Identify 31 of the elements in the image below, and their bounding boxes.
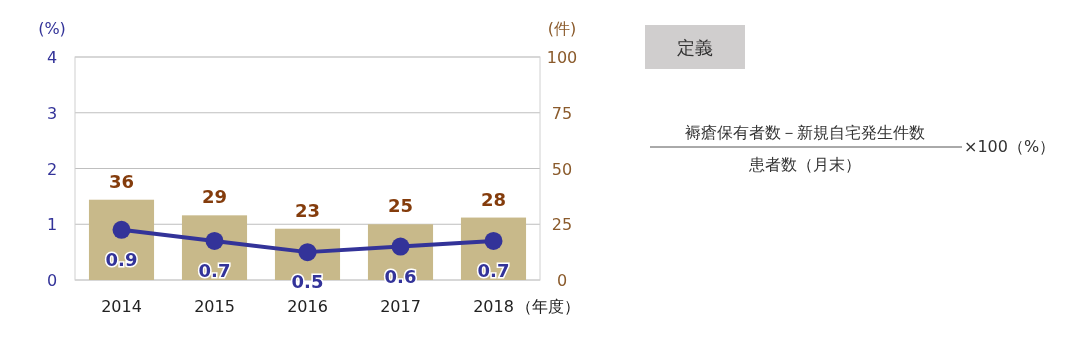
x-tick-label: 2017 — [380, 297, 421, 316]
text: ×100（%） — [964, 137, 1056, 156]
text: 患者数（月末） — [748, 155, 861, 174]
text: 褥瘡保有者数－新規自宅発生件数 — [685, 123, 925, 142]
data-label: 0.6 — [384, 265, 417, 287]
x-tick-label: 2014 — [101, 297, 142, 316]
y2-axis-title: (件) — [547, 19, 577, 38]
data-label: 0.7 — [198, 259, 231, 281]
data-label: 0.7 — [477, 259, 510, 281]
y-axis-title: (%) — [38, 19, 66, 38]
text: 定義 — [677, 37, 713, 58]
y2-tick-label: 0 — [556, 271, 568, 290]
x-tick-label: 2018 — [473, 297, 514, 316]
y-tick-label: 3 — [46, 103, 58, 123]
y-tick-label: 1 — [46, 215, 58, 235]
data-label: 28 — [480, 188, 507, 210]
y2-tick-label: 75 — [551, 103, 573, 123]
data-label: 0.9 — [105, 248, 138, 270]
x-axis-title: （年度） — [516, 297, 580, 316]
y2-tick-label: 50 — [551, 159, 573, 179]
data-label: 36 — [108, 170, 135, 192]
y2-tick-label: 25 — [551, 215, 573, 235]
y2-tick-label: 100 — [546, 48, 578, 67]
data-label: 23 — [294, 199, 321, 221]
y-tick-label: 4 — [46, 48, 58, 67]
data-label: 29 — [201, 186, 228, 208]
x-tick-label: 2015 — [194, 297, 235, 316]
data-label: 25 — [387, 195, 414, 217]
x-tick-label: 2016 — [287, 297, 328, 316]
y-tick-label: 2 — [46, 159, 58, 179]
y-tick-label: 0 — [46, 271, 58, 290]
